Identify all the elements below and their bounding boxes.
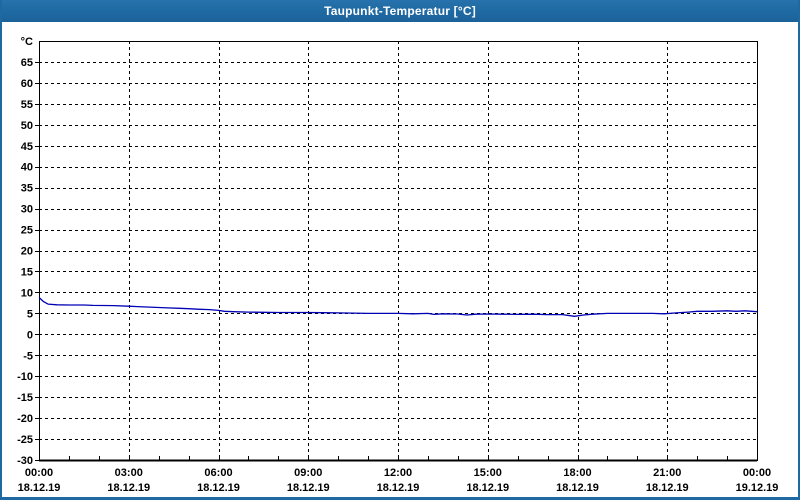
y-tick-labels: °C65605550454035302520151050-5-10-15-20-…: [17, 36, 33, 467]
x-date-label: 18.12.19: [646, 482, 689, 494]
y-tick-label: 25: [21, 225, 33, 237]
x-time-label: 12:00: [384, 467, 412, 479]
x-gridlines: [129, 41, 668, 460]
y-tick-label: -20: [17, 413, 33, 425]
x-date-label: 18.12.19: [197, 482, 240, 494]
y-tick-label: 15: [21, 266, 33, 278]
x-date-label: 18.12.19: [377, 482, 420, 494]
y-tick-label: 45: [21, 141, 33, 153]
y-tick-label: 40: [21, 162, 33, 174]
x-date-label: 18.12.19: [287, 482, 330, 494]
x-date-label: 18.12.19: [466, 482, 509, 494]
plot-border: [39, 41, 758, 462]
x-date-label: 18.12.19: [18, 482, 61, 494]
y-tick-label: -5: [23, 350, 33, 362]
chart-area: °C 65 60 55 50 45 40 35 30 25 20 15 10 5 0 -5 -10 -15 -20-…: [2, 22, 798, 497]
window-title: Taupunkt-Temperatur [°C]: [324, 4, 476, 18]
y-ticks: [35, 62, 39, 461]
x-date-label: 18.12.19: [556, 482, 599, 494]
x-time-label: 00:00: [25, 467, 53, 479]
x-time-label: 06:00: [204, 467, 232, 479]
x-minor-ticks: [39, 456, 758, 460]
y-tick-label: 30: [21, 204, 33, 216]
y-tick-label: 20: [21, 246, 33, 258]
x-time-label: 18:00: [563, 467, 591, 479]
x-tick-labels: 00:00 18.12.19 03:00 18.12.19 06:00 18.12.19 0…: [18, 467, 779, 494]
dewpoint-chart: °C65605550454035302520151050-5-10-15-20-…: [17, 36, 779, 494]
x-time-label: 21:00: [653, 467, 681, 479]
x-time-label: 15:00: [474, 467, 502, 479]
y-tick-label: 55: [21, 99, 33, 111]
y-tick-label: 0: [27, 329, 33, 341]
x-time-label: 03:00: [115, 467, 143, 479]
y-axis-unit-label: °C: [21, 36, 33, 48]
series: [38, 296, 758, 317]
x-date-label: 19.12.19: [736, 482, 779, 494]
y-tick-label: 50: [21, 120, 33, 132]
window-titlebar[interactable]: Taupunkt-Temperatur [°C]: [2, 0, 798, 22]
y-tick-label: 5: [27, 308, 33, 320]
y-tick-label: -10: [17, 371, 33, 383]
x-time-label: 09:00: [294, 467, 322, 479]
x-time-label: 00:00: [743, 467, 771, 479]
y-tick-label: 65: [21, 57, 33, 69]
y-tick-label: 60: [21, 78, 33, 90]
x-date-label: 18.12.19: [107, 482, 150, 494]
y-tick-label: -15: [17, 392, 33, 404]
y-tick-label: 10: [21, 287, 33, 299]
dewpoint-series-line: [38, 296, 758, 317]
y-tick-label: 35: [21, 183, 33, 195]
y-tick-label: -25: [17, 434, 33, 446]
y-tick-label: -30: [17, 455, 33, 467]
